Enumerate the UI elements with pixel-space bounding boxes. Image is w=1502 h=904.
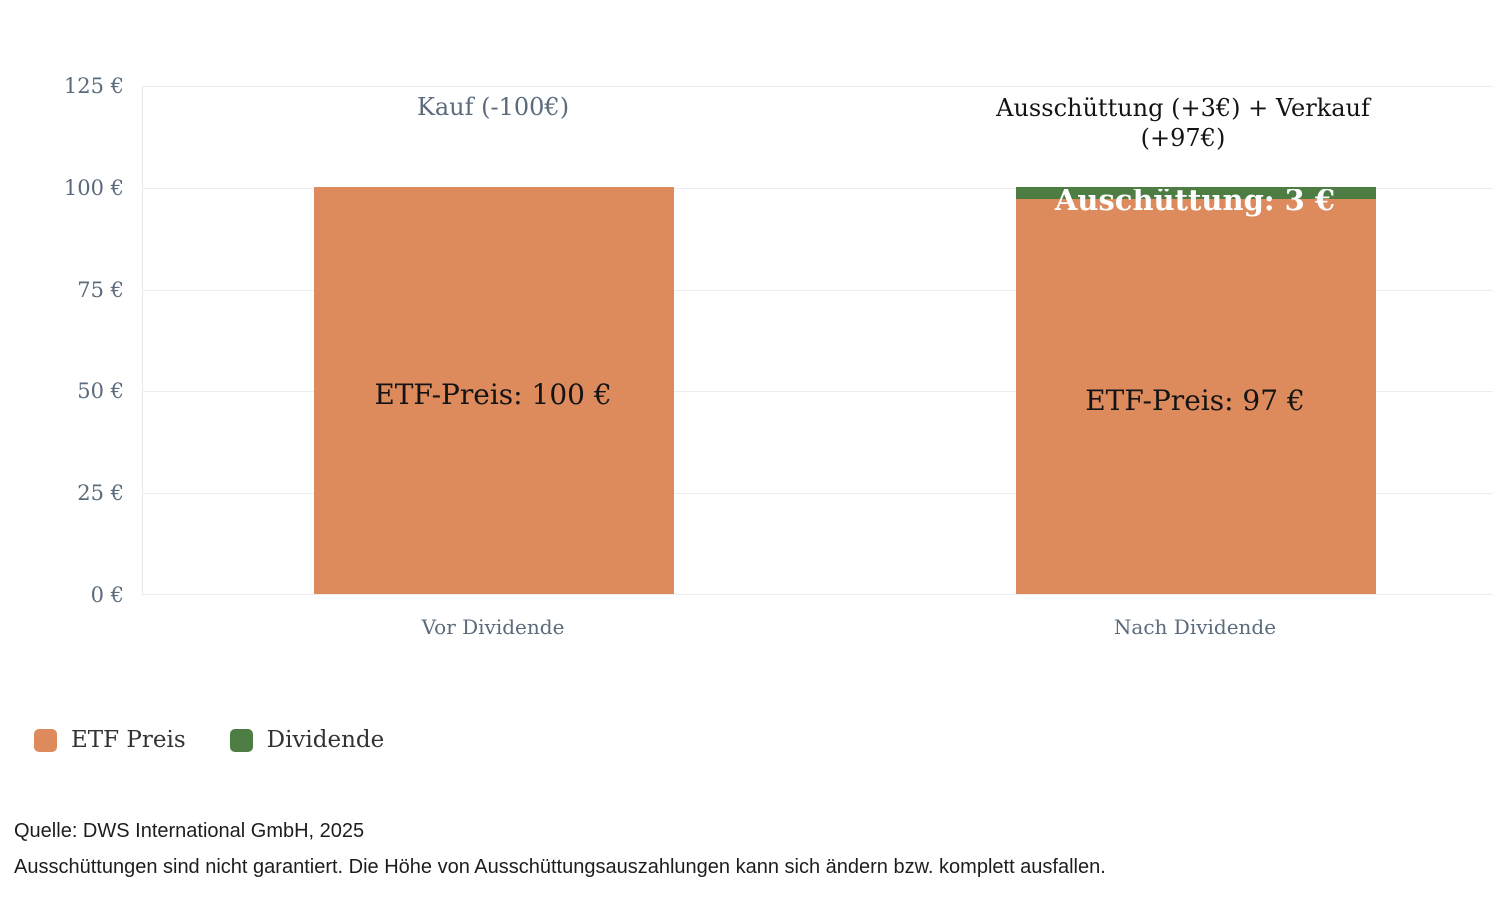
bar-label-etf-preis-100: ETF-Preis: 100 € — [374, 378, 612, 411]
etf-preis-segment-nach — [1016, 199, 1376, 594]
x-axis-label-nach-dividende: Nach Dividende — [1113, 615, 1277, 639]
legend-label-dividende: Dividende — [266, 727, 385, 753]
legend-item-etf-preis[interactable]: ETF Preis — [34, 727, 186, 753]
annotation-kauf: Kauf (-100€) — [416, 93, 570, 121]
legend-swatch-etf-preis — [34, 728, 57, 752]
source-text: Quelle: DWS International GmbH, 2025 — [14, 820, 365, 842]
legend-label-etf-preis: ETF Preis — [71, 727, 186, 753]
bar-nach-dividende — [1016, 85, 1376, 594]
y-axis-tick-100: 100 € — [63, 176, 124, 200]
plot-area — [142, 86, 1497, 595]
x-axis-label-vor-dividende: Vor Dividende — [421, 615, 565, 639]
gridline-75 — [143, 290, 1493, 291]
bar-label-ausschuettung-3: Auschüttung: 3 € — [1054, 189, 1336, 217]
chart-legend: ETF Preis Dividende — [34, 727, 384, 753]
bar-label-etf-preis-97: ETF-Preis: 97 € — [1085, 384, 1305, 417]
gridline-125 — [143, 86, 1493, 87]
y-axis-tick-25: 25 € — [77, 481, 124, 505]
legend-item-dividende[interactable]: Dividende — [229, 727, 385, 753]
bar-label-ausschuettung-clip: Auschüttung: 3 € — [1015, 189, 1375, 231]
bar-vor-dividende — [314, 85, 674, 594]
gridline-25 — [143, 493, 1493, 494]
y-axis-tick-125: 125 € — [63, 74, 124, 98]
dividende-segment-nach — [1016, 186, 1376, 200]
legend-swatch-dividende — [229, 728, 253, 752]
y-axis-tick-50: 50 € — [77, 379, 124, 403]
gridline-50 — [143, 391, 1493, 392]
disclaimer-text: Ausschüttungen sind nicht garantiert. Di… — [14, 856, 1106, 878]
annotation-ausschuettung-verkauf: Ausschüttung (+3€) + Verkauf (+97€) — [996, 94, 1370, 152]
gridline-100 — [143, 188, 1493, 189]
y-axis-tick-75: 75 € — [77, 278, 124, 302]
y-axis-tick-0: 0 € — [90, 583, 124, 607]
etf-preis-segment-vor — [314, 186, 674, 594]
gridline-0 — [143, 594, 1493, 595]
